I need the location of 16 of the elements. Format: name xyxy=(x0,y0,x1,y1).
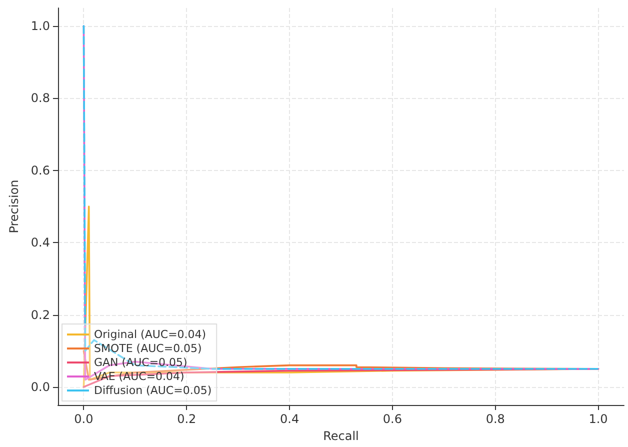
y-tick-label: 0.4 xyxy=(30,236,50,250)
y-tick-label: 1.0 xyxy=(30,19,50,34)
x-tick-label: 1.0 xyxy=(588,412,608,426)
x-tick-label: 0.4 xyxy=(280,412,300,426)
y-tick-label: 0.6 xyxy=(30,163,50,178)
y-axis-title: Precision xyxy=(7,180,21,234)
x-tick-label: 0.0 xyxy=(74,412,94,426)
y-tick-label: 0.2 xyxy=(30,308,50,322)
y-tick-label: 0.8 xyxy=(30,91,50,106)
x-tick-label: 0.6 xyxy=(382,412,402,426)
x-tick-label: 0.8 xyxy=(486,412,505,426)
legend-label: Original (AUC=0.04) xyxy=(94,328,206,341)
legend-label: Diffusion (AUC=0.05) xyxy=(94,384,212,397)
x-tick-label: 0.2 xyxy=(177,412,196,426)
y-tick-label: 0.0 xyxy=(30,380,50,394)
x-axis-title: Recall xyxy=(323,428,359,443)
